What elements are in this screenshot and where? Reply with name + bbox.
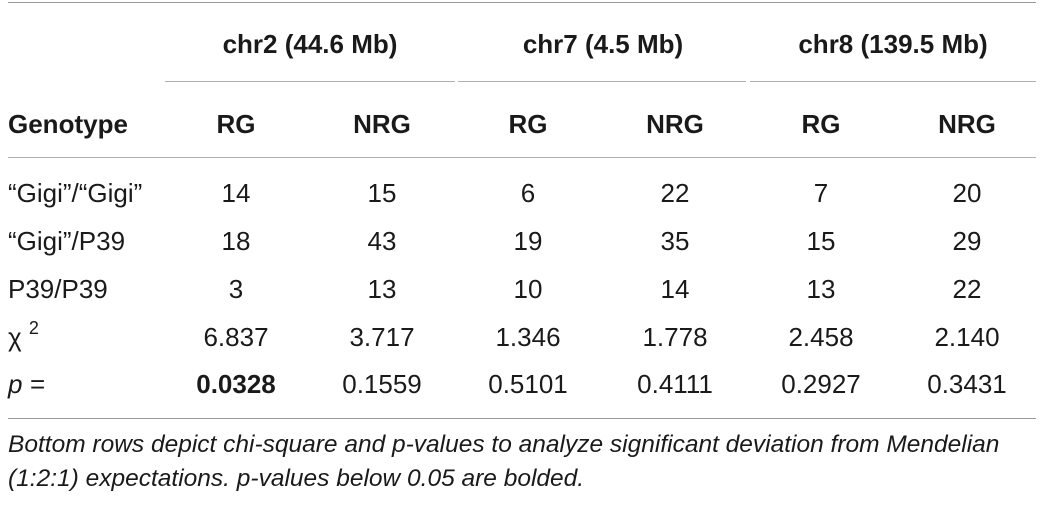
group-underline-chr2 <box>165 81 455 82</box>
table-cell: 29 <box>952 226 982 256</box>
header-genotype: Genotype <box>8 109 128 139</box>
table-cell-significant: 0.0328 <box>196 369 276 399</box>
table-cell: 18 <box>221 226 251 256</box>
table-cell: 13 <box>367 274 397 304</box>
row-label-gigi-gigi: “Gigi”/“Gigi” <box>8 178 143 208</box>
table-cell: 0.1559 <box>342 369 422 399</box>
table-cell: 0.5101 <box>488 369 568 399</box>
header-rule <box>8 157 1036 158</box>
header-nrg-chr8: NRG <box>938 109 996 139</box>
header-rg-chr2: RG <box>216 109 256 139</box>
row-label-chi-square: χ 2 <box>8 319 39 352</box>
table-cell: 1.778 <box>642 322 708 352</box>
table-cell: 43 <box>367 226 397 256</box>
row-label-gigi-p39: “Gigi”/P39 <box>8 226 126 256</box>
table-cell: 1.346 <box>495 322 561 352</box>
table-cell: 20 <box>952 178 982 208</box>
table-cell: 22 <box>660 178 690 208</box>
table-cell: 3.717 <box>349 322 415 352</box>
group-header-chr7: chr7 (4.5 Mb) <box>522 29 684 59</box>
group-underline-chr8 <box>750 81 1036 82</box>
table-cell: 0.2927 <box>781 369 861 399</box>
row-label-p-value: p = <box>8 369 45 399</box>
table-cell: 15 <box>367 178 397 208</box>
table-cell: 7 <box>813 178 829 208</box>
table-cell: 3 <box>228 274 244 304</box>
chi-superscript: 2 <box>28 318 39 338</box>
top-rule <box>8 2 1036 3</box>
header-rg-chr8: RG <box>801 109 841 139</box>
row-label-p39-p39: P39/P39 <box>8 274 108 304</box>
group-header-chr8: chr8 (139.5 Mb) <box>798 29 988 59</box>
chi-symbol: χ <box>8 322 22 352</box>
table-footnote: Bottom rows depict chi-square and p-valu… <box>8 431 1000 492</box>
table-cell: 2.140 <box>934 322 1000 352</box>
table-cell: 15 <box>806 226 836 256</box>
group-underline-chr7 <box>458 81 746 82</box>
table-cell: 0.4111 <box>637 369 713 399</box>
header-rg-chr7: RG <box>508 109 548 139</box>
table-cell: 13 <box>806 274 836 304</box>
table-cell: 6.837 <box>203 322 269 352</box>
table-cell: 35 <box>660 226 690 256</box>
table-cell: 2.458 <box>788 322 854 352</box>
bottom-rule <box>8 418 1036 419</box>
p-label: p = <box>8 369 45 399</box>
header-nrg-chr7: NRG <box>646 109 704 139</box>
table-cell: 22 <box>952 274 982 304</box>
table-cell: 0.3431 <box>927 369 1007 399</box>
header-nrg-chr2: NRG <box>353 109 411 139</box>
table-cell: 14 <box>221 178 251 208</box>
group-header-chr2: chr2 (44.6 Mb) <box>222 29 398 59</box>
table-cell: 6 <box>520 178 536 208</box>
table-cell: 10 <box>513 274 543 304</box>
table-cell: 19 <box>513 226 543 256</box>
table-cell: 14 <box>660 274 690 304</box>
